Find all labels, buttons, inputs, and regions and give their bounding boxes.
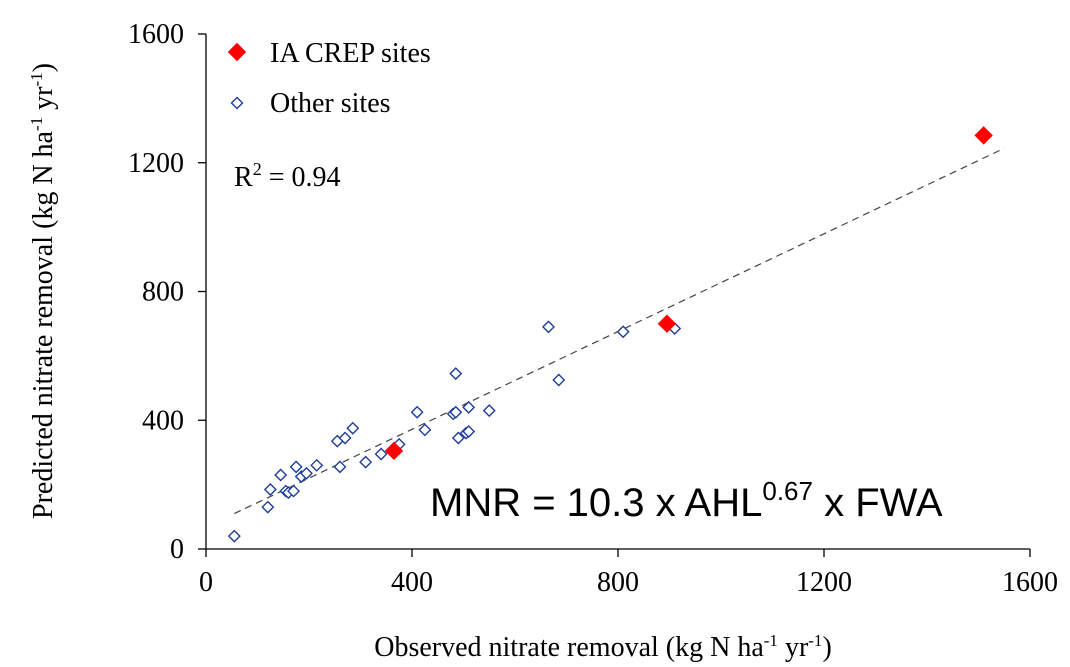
- other-site-point: [449, 405, 463, 419]
- other-site-point: [227, 529, 241, 543]
- legend-label-ia-crep: IA CREP sites: [270, 38, 431, 69]
- other-site-point: [451, 431, 465, 445]
- x-tick-label: 1200: [796, 567, 852, 598]
- legend-marker-ia-crep: [227, 42, 247, 62]
- other-site-point: [310, 458, 324, 472]
- other-site-point: [616, 325, 630, 339]
- other-site-point: [410, 405, 424, 419]
- other-site-point: [263, 482, 277, 496]
- r-squared-annotation: R2 = 0.94: [234, 159, 340, 193]
- x-tick-label: 0: [199, 567, 213, 598]
- other-site-point: [552, 373, 566, 387]
- other-site-point: [287, 484, 301, 498]
- other-site-point: [338, 431, 352, 445]
- ia-crep-point: [657, 314, 677, 333]
- other-site-point: [346, 421, 360, 435]
- y-tick-label: 0: [170, 534, 184, 565]
- y-axis-label: Predicted nitrate removal (kg N ha-1 yr-…: [27, 63, 59, 519]
- other-site-point: [299, 466, 313, 480]
- ia-crep-point: [974, 126, 993, 145]
- other-site-point: [274, 468, 288, 482]
- x-tick-label: 800: [597, 567, 639, 598]
- equation-annotation: MNR = 10.3 x AHL0.67 x FWA: [430, 476, 943, 525]
- y-tick-label: 1200: [128, 148, 184, 179]
- other-site-point: [359, 455, 373, 469]
- x-tick-label: 1600: [1002, 567, 1058, 598]
- x-axis-label: Observed nitrate removal (kg N ha-1 yr-1…: [374, 631, 832, 663]
- legend: IA CREP sites Other sites: [227, 38, 431, 119]
- y-tick-label: 1600: [128, 19, 184, 50]
- other-site-point: [541, 320, 555, 334]
- axis-ticks: 0 400 800 1200 1600 0 400 800 1200 1600: [128, 19, 1058, 598]
- x-tick-label: 400: [391, 567, 433, 598]
- y-tick-label: 400: [142, 405, 184, 436]
- other-site-point: [261, 500, 275, 514]
- y-tick-label: 800: [142, 277, 184, 308]
- other-site-point: [462, 400, 476, 414]
- other-site-point: [462, 425, 476, 439]
- other-site-point: [333, 460, 347, 474]
- other-site-point: [289, 460, 303, 474]
- legend-label-other-sites: Other sites: [270, 88, 391, 119]
- other-site-point: [418, 423, 432, 437]
- other-site-point: [482, 404, 496, 418]
- legend-marker-other-sites: [230, 96, 244, 110]
- other-site-point: [374, 447, 388, 461]
- data-points: [227, 126, 993, 543]
- other-site-point: [449, 367, 463, 381]
- ia-crep-point: [384, 441, 404, 461]
